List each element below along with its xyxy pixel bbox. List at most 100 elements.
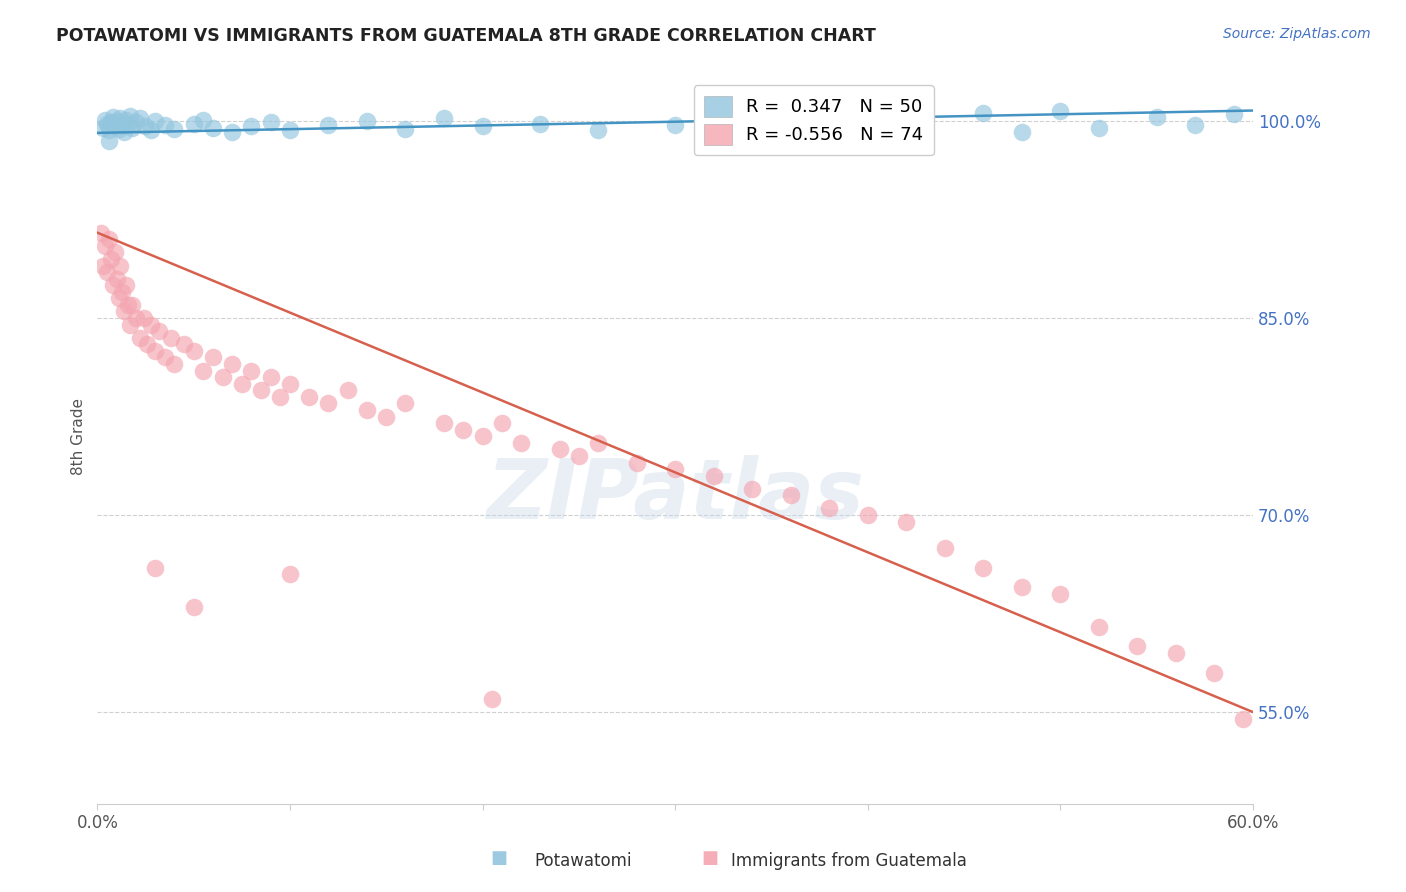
Point [183,599,205,614]
Point [111,118,134,132]
Point [481,692,503,706]
Point [125,115,148,129]
Point [112,124,135,138]
Point [117,117,139,131]
Point [394,122,416,136]
Point [96,117,118,131]
Point [111,285,134,299]
Point [356,403,378,417]
Point [586,123,609,137]
Point [1087,620,1109,634]
Point [240,120,263,134]
Point [240,363,263,377]
Point [394,396,416,410]
Point [153,351,176,365]
Point [163,357,186,371]
Point [143,343,166,358]
Point [336,384,359,398]
Point [159,331,181,345]
Point [107,291,129,305]
Point [193,112,215,127]
Point [586,435,609,450]
Point [128,331,150,345]
Point [451,423,474,437]
Point [100,115,122,129]
Point [568,449,591,463]
Point [818,120,841,135]
Point [856,109,879,123]
Point [471,429,494,443]
Point [529,117,551,131]
Point [856,508,879,522]
Point [491,416,513,430]
Point [221,124,243,138]
Text: ZIPatlas: ZIPatlas [486,455,865,535]
Point [471,120,494,134]
Point [96,265,118,279]
Point [121,298,143,312]
Point [1049,587,1071,601]
Point [183,343,205,358]
Point [779,488,801,502]
Point [278,376,301,391]
Point [375,409,398,424]
Point [104,120,127,134]
Point [110,259,132,273]
Point [1222,107,1244,121]
Point [1011,580,1033,594]
Point [101,110,124,124]
Point [94,112,117,127]
Point [101,278,124,293]
Point [278,567,301,582]
Point [153,118,176,132]
Point [221,357,243,371]
Point [183,117,205,131]
Point [94,239,117,253]
Point [143,114,166,128]
Y-axis label: 8th Grade: 8th Grade [72,398,86,475]
Point [761,112,783,127]
Point [107,122,129,136]
Point [433,112,456,126]
Point [1011,124,1033,138]
Point [1164,646,1187,660]
Point [136,337,159,351]
Point [1184,118,1206,132]
Point [143,560,166,574]
Text: POTAWATOMI VS IMMIGRANTS FROM GUATEMALA 8TH GRADE CORRELATION CHART: POTAWATOMI VS IMMIGRANTS FROM GUATEMALA … [56,27,876,45]
Point [1146,110,1168,124]
Point [356,114,378,128]
Point [934,541,956,555]
Point [201,120,224,135]
Point [548,442,571,457]
Point [148,324,170,338]
Point [260,370,283,384]
Point [741,482,763,496]
Text: ■: ■ [702,849,718,867]
Point [433,416,456,430]
Point [626,456,648,470]
Point [1126,640,1149,654]
Point [914,117,936,131]
Point [318,396,340,410]
Point [97,123,120,137]
Text: Immigrants from Guatemala: Immigrants from Guatemala [731,852,967,870]
Point [818,501,841,516]
Point [193,363,215,377]
Legend: R =  0.347   N = 50, R = -0.556   N = 74: R = 0.347 N = 50, R = -0.556 N = 74 [693,85,934,155]
Point [211,370,233,384]
Point [115,112,138,127]
Text: Source: ZipAtlas.com: Source: ZipAtlas.com [1223,27,1371,41]
Point [128,112,150,126]
Point [100,252,122,266]
Point [173,337,195,351]
Point [163,122,186,136]
Point [664,462,686,476]
Point [141,123,163,137]
Point [134,120,156,134]
Point [91,120,114,135]
Point [972,106,994,120]
Point [664,118,686,132]
Point [510,435,533,450]
Point [896,515,918,529]
